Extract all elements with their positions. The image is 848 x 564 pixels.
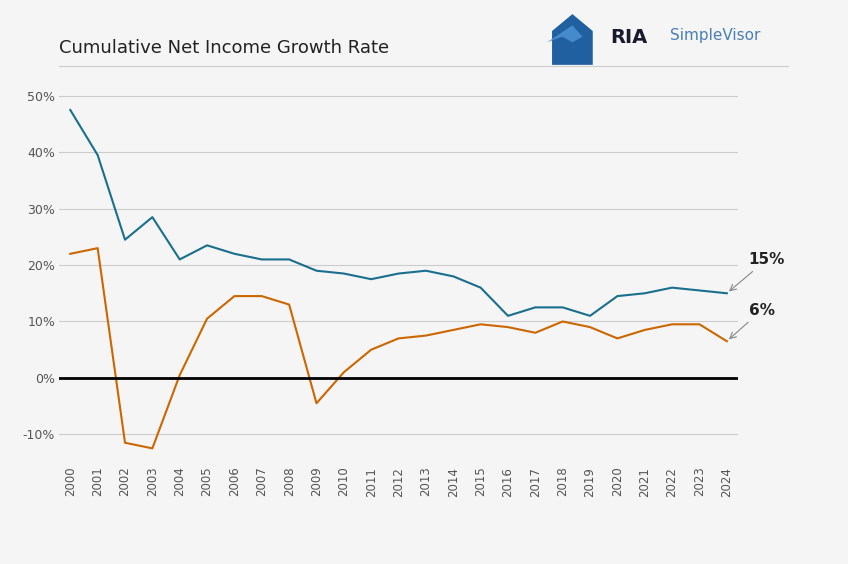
- Text: RIA: RIA: [611, 28, 648, 47]
- Polygon shape: [552, 14, 593, 65]
- Text: Cumulative Net Income Growth Rate: Cumulative Net Income Growth Rate: [59, 39, 389, 58]
- Text: 6%: 6%: [730, 303, 775, 338]
- Text: SimpleVisor: SimpleVisor: [670, 28, 761, 43]
- Text: 15%: 15%: [730, 252, 785, 290]
- Polygon shape: [547, 25, 598, 54]
